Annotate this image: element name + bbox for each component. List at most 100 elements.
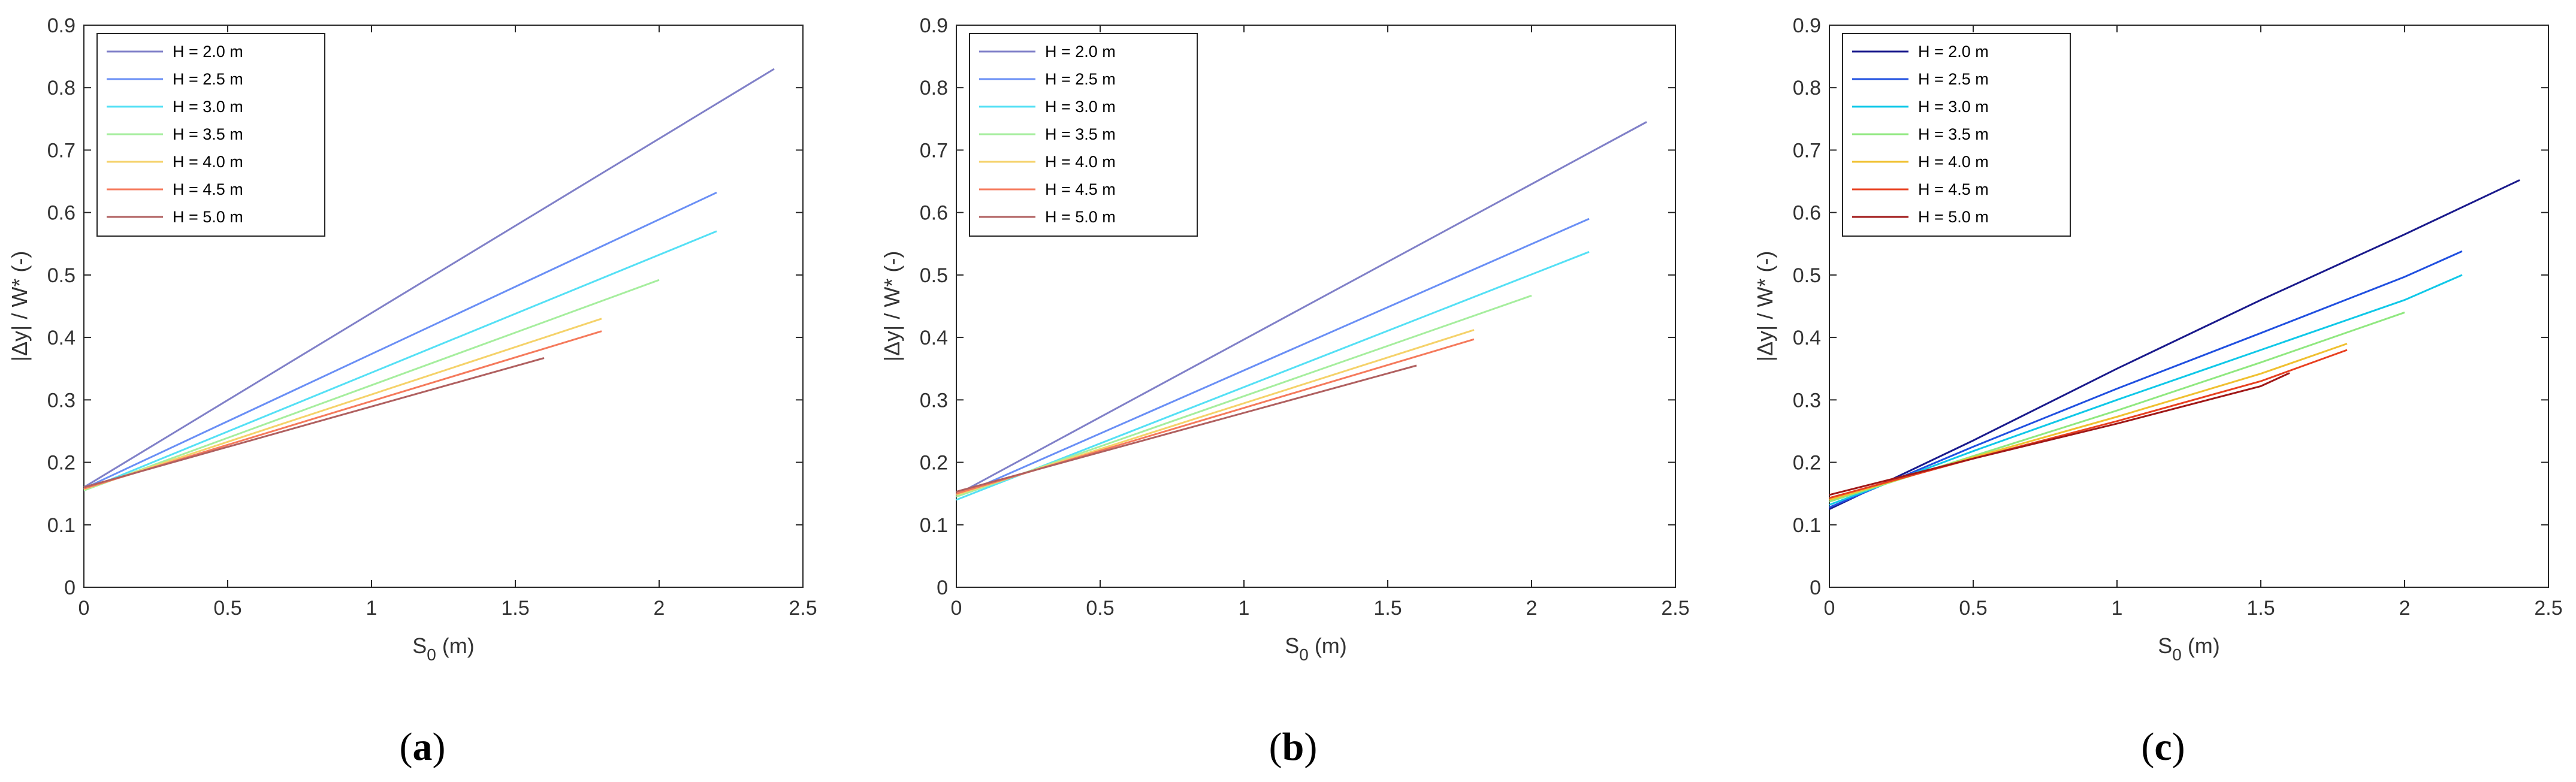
caption-a-open: ( <box>400 725 413 769</box>
x-tick-label: 2.5 <box>2534 597 2562 620</box>
legend-label: H = 5.0 m <box>1045 208 1116 226</box>
series-line-c-1 <box>1829 250 2463 508</box>
y-tick-label: 0.8 <box>1793 77 1821 99</box>
legend-label: H = 4.0 m <box>1918 153 1989 171</box>
y-tick-label: 0.4 <box>920 327 948 349</box>
y-tick-label: 0.7 <box>1793 139 1821 162</box>
chart-a: 0 0.5 1 1.5 2 2.5 0 0.1 0.2 0.3 0.4 0.5 0.6 0.7 0.8 0.9… <box>7 14 817 664</box>
y-tick-label: 0.5 <box>47 264 76 287</box>
legend-label: H = 3.5 m <box>1918 125 1989 143</box>
caption-b-open: ( <box>1269 725 1282 769</box>
y-tick-label: 0.7 <box>47 139 76 162</box>
series-line-a-1 <box>83 191 717 490</box>
y-axis-label: |Δy| / W* (-) <box>880 251 904 362</box>
y-tick-label: 0.8 <box>47 77 76 99</box>
y-axis-label: |Δy| / W* (-) <box>7 251 32 362</box>
y-tick-label: 0.2 <box>47 452 76 475</box>
y-tick-label: 0.1 <box>47 514 76 537</box>
y-tick-label: 0.9 <box>1793 14 1821 37</box>
series-line-c-6 <box>1829 372 2290 496</box>
y-tick-label: 0.3 <box>47 389 76 412</box>
y-tick-label: 0 <box>64 576 76 599</box>
x-tick-label: 0 <box>951 597 962 620</box>
caption-b-close: ) <box>1304 725 1317 769</box>
y-tick-label: 0.3 <box>920 389 948 412</box>
x-axis-label: S0 (m) <box>412 633 475 664</box>
legend-label: H = 2.0 m <box>1045 43 1116 61</box>
x-axis-label: S0 (m) <box>2158 633 2220 664</box>
y-tick-label: 0.5 <box>1793 264 1821 287</box>
series-line-a-4 <box>83 318 602 490</box>
y-tick-label: 0.2 <box>1793 452 1821 475</box>
series-line-b-6 <box>956 364 1417 493</box>
x-axis-label: S0 (m) <box>1285 633 1347 664</box>
legend-label: H = 5.0 m <box>1918 208 1989 226</box>
series-line-c-2 <box>1829 274 2463 506</box>
y-tick-label: 0.9 <box>920 14 948 37</box>
x-tick-label: 1 <box>2112 597 2123 620</box>
legend-label: H = 2.5 m <box>173 70 243 88</box>
x-tick-label: 0 <box>1824 597 1835 620</box>
x-tick-label: 1 <box>366 597 378 620</box>
legend-label: H = 5.0 m <box>173 208 243 226</box>
series-line-a-0 <box>83 68 775 488</box>
y-tick-label: 0.5 <box>920 264 948 287</box>
x-tick-label: 2 <box>2399 597 2411 620</box>
caption-c-close: ) <box>2172 725 2185 769</box>
caption-a-close: ) <box>433 725 446 769</box>
y-tick-label: 0 <box>937 576 948 599</box>
legend-label: H = 2.0 m <box>1918 43 1989 61</box>
series-line-c-0 <box>1829 179 2520 511</box>
caption-a: (a) <box>400 725 446 769</box>
series-line-a-3 <box>83 279 660 491</box>
y-tick-label: 0.6 <box>47 202 76 225</box>
series-line-b-1 <box>956 218 1590 498</box>
caption-b-letter: b <box>1282 725 1304 769</box>
y-tick-label: 0.4 <box>47 327 76 349</box>
y-tick-label: 0.4 <box>1793 327 1821 349</box>
caption-c-letter: c <box>2154 725 2172 769</box>
x-tick-label: 2 <box>1526 597 1538 620</box>
y-tick-label: 0 <box>1810 576 1821 599</box>
series-line-b-2 <box>956 250 1590 501</box>
caption-b: (b) <box>1269 725 1318 769</box>
legend-label: H = 3.0 m <box>173 98 243 116</box>
x-tick-label: 0 <box>78 597 90 620</box>
x-tick-label: 1.5 <box>501 597 529 620</box>
y-tick-label: 0.9 <box>47 14 76 37</box>
caption-c-open: ( <box>2141 725 2154 769</box>
chart-b: 0 0.5 1 1.5 2 2.5 0 0.1 0.2 0.3 0.4 0.5 0.6 0.7 0.8 0.9… <box>880 14 1690 664</box>
y-tick-label: 0.8 <box>920 77 948 99</box>
x-tick-label: 0.5 <box>1086 597 1114 620</box>
y-tick-label: 0.1 <box>1793 514 1821 537</box>
series-line-b-0 <box>956 121 1647 496</box>
x-tick-label: 0.5 <box>213 597 241 620</box>
legend-label: H = 3.0 m <box>1045 98 1116 116</box>
series-line-a-6 <box>83 357 545 488</box>
x-tick-label: 2 <box>654 597 665 620</box>
y-tick-label: 0.6 <box>920 202 948 225</box>
legend-label: H = 2.5 m <box>1045 70 1116 88</box>
legend-label: H = 4.5 m <box>173 180 243 198</box>
legend-label: H = 3.5 m <box>1045 125 1116 143</box>
y-tick-label: 0.6 <box>1793 202 1821 225</box>
caption-c: (c) <box>2141 725 2185 769</box>
legend-label: H = 3.0 m <box>1918 98 1989 116</box>
x-tick-label: 1.5 <box>1373 597 1402 620</box>
legend-label: H = 4.5 m <box>1918 180 1989 198</box>
legend-label: H = 4.0 m <box>173 153 243 171</box>
caption-a-letter: a <box>413 725 433 769</box>
x-tick-label: 1 <box>1239 597 1250 620</box>
x-tick-label: 2.5 <box>1661 597 1689 620</box>
y-tick-label: 0.3 <box>1793 389 1821 412</box>
chart-c: 0 0.5 1 1.5 2 2.5 0 0.1 0.2 0.3 0.4 0.5 0.6 0.7 0.8 0.9… <box>1753 14 2563 664</box>
x-tick-label: 2.5 <box>789 597 817 620</box>
legend-label: H = 3.5 m <box>173 125 243 143</box>
x-tick-label: 0.5 <box>1959 597 1987 620</box>
legend-label: H = 2.0 m <box>173 43 243 61</box>
x-tick-label: 1.5 <box>2246 597 2275 620</box>
legend-label: H = 4.5 m <box>1045 180 1116 198</box>
series-line-b-3 <box>956 294 1532 498</box>
y-tick-label: 0.1 <box>920 514 948 537</box>
